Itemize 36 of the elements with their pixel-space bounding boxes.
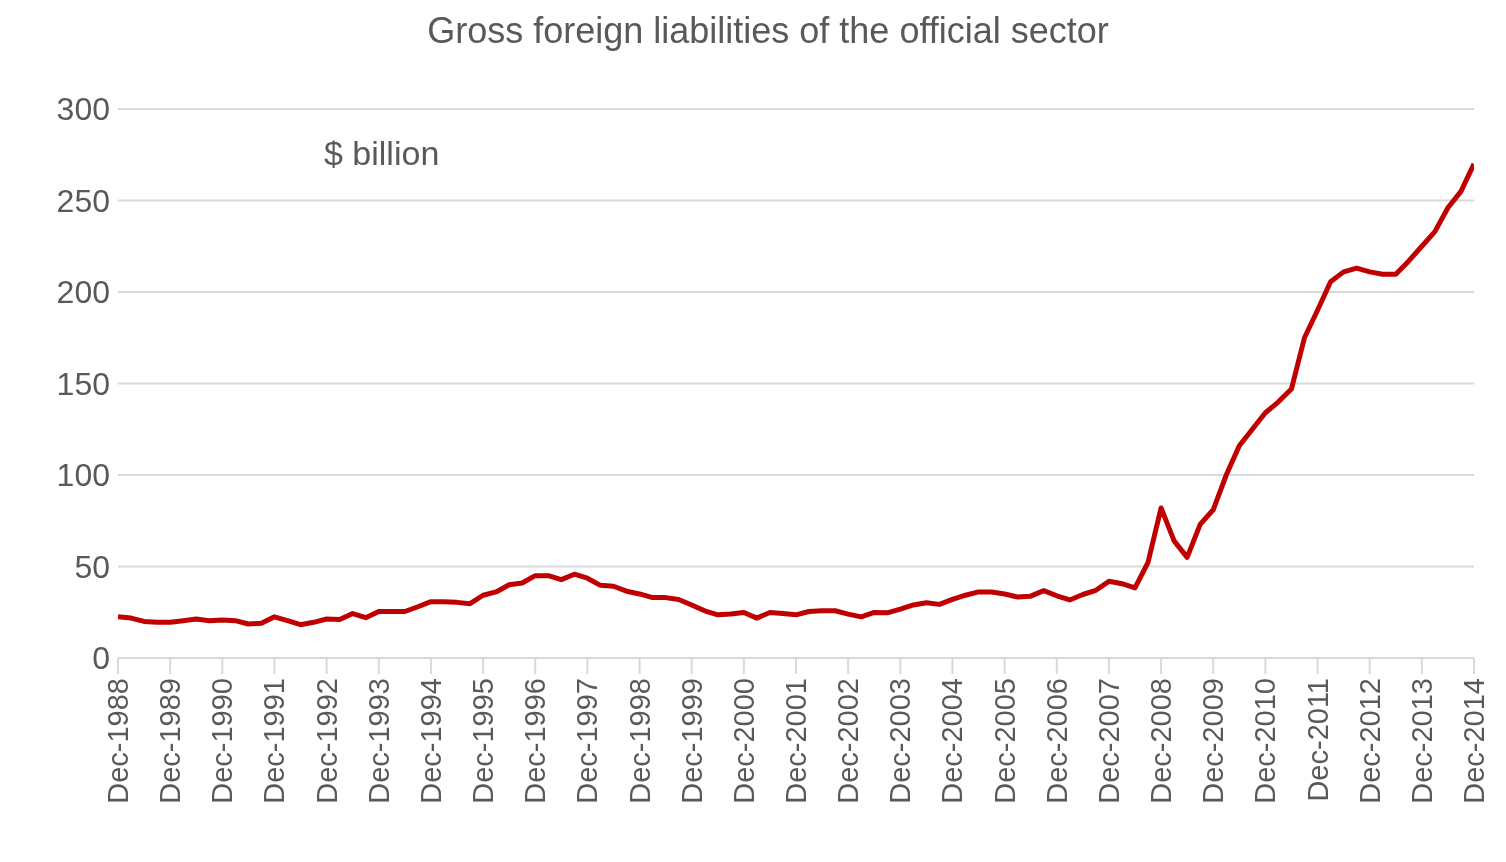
x-tick-label: Dec-2001 bbox=[780, 678, 812, 804]
y-tick-label: 250 bbox=[56, 182, 110, 219]
x-tick-label: Dec-2012 bbox=[1353, 678, 1386, 804]
y-tick-label: 50 bbox=[74, 548, 110, 585]
x-tick-label: Dec-2011 bbox=[1301, 678, 1334, 802]
x-tick-label: Dec-1999 bbox=[675, 678, 708, 804]
x-tick-label: Dec-2013 bbox=[1405, 678, 1438, 804]
x-tick-label: Dec-1993 bbox=[362, 678, 395, 804]
x-tick-label: Dec-1995 bbox=[467, 678, 500, 804]
y-tick-label: 150 bbox=[56, 365, 110, 402]
x-tick-label: Dec-2008 bbox=[1145, 678, 1178, 804]
x-tick-label: Dec-2010 bbox=[1249, 678, 1282, 804]
x-tick-label: Dec-1997 bbox=[571, 678, 604, 804]
x-tick-label: Dec-2009 bbox=[1197, 678, 1230, 804]
x-tick-label: Dec-1994 bbox=[414, 678, 447, 804]
x-tick-label: Dec-1990 bbox=[206, 678, 239, 804]
x-tick-label: Dec-1996 bbox=[519, 678, 552, 804]
x-tick-label: Dec-2002 bbox=[832, 678, 865, 804]
x-tick-label: Dec-2003 bbox=[884, 678, 917, 804]
y-tick-label: 0 bbox=[92, 640, 110, 677]
x-tick-label: Dec-2005 bbox=[988, 678, 1021, 804]
annotation: $ billion bbox=[324, 134, 440, 173]
x-tick-label: Dec-1989 bbox=[154, 678, 187, 804]
x-tick-label: Dec-1991 bbox=[258, 678, 291, 804]
x-tick-label: Dec-2000 bbox=[727, 678, 760, 804]
y-tick-label: 200 bbox=[56, 274, 110, 311]
x-tick-label: Dec-1988 bbox=[102, 678, 134, 804]
x-tick-label: Dec-2014 bbox=[1458, 678, 1490, 804]
y-tick-label: 100 bbox=[56, 457, 110, 494]
x-tick-label: Dec-2007 bbox=[1092, 678, 1125, 804]
y-tick-label: 300 bbox=[56, 91, 110, 128]
x-tick-label: Dec-2006 bbox=[1040, 678, 1073, 804]
x-tick-label: Dec-1992 bbox=[310, 678, 343, 804]
chart-title: Gross foreign liabilities of the official sector bbox=[426, 10, 1110, 52]
x-tick-label: Dec-1998 bbox=[623, 678, 656, 804]
x-tick-label: Dec-2004 bbox=[936, 678, 969, 804]
